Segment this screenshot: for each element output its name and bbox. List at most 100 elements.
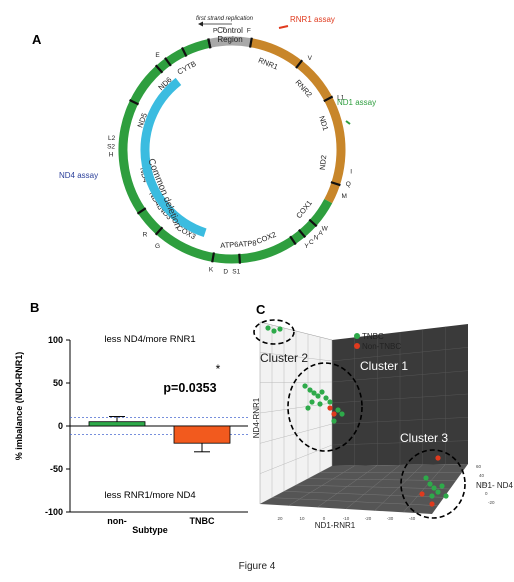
bottom-annotation: less RNR1/more ND4	[104, 490, 195, 501]
x-tick-label: -30	[387, 516, 394, 521]
trna-label: P	[213, 28, 217, 35]
data-point	[265, 325, 271, 331]
z-tick-label: -20	[488, 500, 495, 505]
nd4-assay-label: ND4 assay	[59, 171, 98, 180]
z-tick-label: 40	[479, 473, 485, 478]
trna-label: H	[109, 152, 114, 159]
cluster-3-label: Cluster 3	[400, 431, 448, 445]
figure-caption: Figure 4	[238, 561, 276, 572]
nd1-assay-label: ND1 assay	[337, 98, 376, 107]
significance-star: *	[216, 362, 221, 376]
trna-mark	[323, 95, 334, 103]
y-tick-label: -50	[50, 464, 63, 474]
trna-mark	[181, 47, 188, 58]
floor	[260, 464, 468, 514]
data-point	[427, 481, 433, 487]
x-tick-label: -40	[409, 516, 416, 521]
top-annotation: less ND4/more RNR1	[104, 334, 195, 345]
data-point	[423, 475, 429, 481]
trna-label: S1	[232, 268, 240, 275]
x-axis-label-3d: ND1-RNR1	[315, 521, 356, 530]
trna-mark	[136, 207, 147, 215]
data-point	[302, 383, 308, 389]
trna-label: Y	[304, 243, 309, 250]
x-tick-label: 0	[323, 516, 326, 521]
z-tick-label: 60	[476, 464, 482, 469]
x-tick-label: -20	[365, 516, 372, 521]
y-axis-label-3d: ND4-RNR1	[252, 397, 261, 438]
trna-label: A	[318, 230, 323, 237]
trna-mark	[207, 38, 212, 49]
category-label: TNBC	[190, 516, 215, 526]
gene-label: RNR1	[257, 56, 279, 72]
control-region-label-2: Region	[217, 35, 242, 44]
trna-label: C	[309, 239, 314, 246]
x-tick-label: 20	[277, 516, 283, 521]
trna-label: T	[222, 27, 226, 34]
data-point	[435, 455, 441, 461]
trna-label: I	[350, 169, 352, 176]
trna-label: D	[223, 268, 228, 275]
cluster-1-ring	[287, 362, 363, 452]
data-point	[319, 389, 325, 395]
category-label: non-	[107, 516, 127, 526]
rrna-segment	[250, 38, 346, 204]
gene-label: ND2	[318, 155, 329, 171]
data-point	[315, 393, 321, 399]
cluster-1-label: Cluster 1	[360, 359, 408, 373]
panel-a-label: A	[32, 32, 42, 47]
gene-label: CYTB	[176, 59, 198, 76]
data-point	[277, 326, 283, 332]
trna-mark	[238, 253, 242, 264]
protein-segment	[118, 38, 333, 264]
trna-mark	[211, 252, 216, 263]
p-value: p=0.0353	[163, 381, 216, 395]
common-deletion-arc	[140, 77, 207, 238]
data-point	[331, 418, 337, 424]
x-tick-label: 10	[299, 516, 305, 521]
x-tick-label: -10	[343, 516, 350, 521]
rnr1-assay-mark	[278, 25, 289, 29]
trna-mark	[289, 235, 297, 246]
grid-line	[259, 444, 333, 474]
legend-non-tnbc: Non-TNBC	[362, 342, 401, 351]
data-point	[419, 491, 425, 497]
data-point	[305, 405, 311, 411]
y-tick-label: 0	[58, 421, 63, 431]
cluster-3-ring	[400, 449, 466, 519]
bar-TNBC	[173, 425, 231, 444]
trna-label: Q	[346, 181, 351, 188]
trna-label: F	[247, 28, 251, 35]
trna-mark	[248, 37, 253, 48]
data-point	[307, 387, 313, 393]
nd1-assay-mark	[345, 120, 351, 125]
data-point	[335, 407, 341, 413]
panel-c-label: C	[256, 302, 266, 317]
trna-label: L1	[337, 94, 345, 101]
trna-label: W	[322, 225, 329, 232]
trna-label: V	[308, 55, 313, 62]
trna-label: M	[341, 193, 346, 200]
trna-mark	[154, 64, 164, 74]
gene-label: ND1	[317, 115, 330, 132]
panel-b-label: B	[30, 300, 40, 315]
trna-mark	[330, 181, 341, 187]
data-point	[431, 485, 437, 491]
legend-tnbc-dot	[354, 333, 360, 339]
bar-non-	[88, 421, 146, 427]
mtdna-map: CYTBND6ND5ND4ND4LND3COX3ATP6ATP8COX2COX1…	[59, 15, 376, 275]
data-point	[327, 405, 333, 411]
data-point	[331, 411, 337, 417]
data-point	[271, 328, 277, 334]
data-point	[439, 483, 445, 489]
control-region-segment	[208, 36, 252, 48]
y-tick-label: 100	[48, 335, 63, 345]
trna-label: L2	[108, 135, 116, 142]
data-point	[339, 411, 345, 417]
data-point	[323, 395, 329, 401]
data-point	[435, 489, 441, 495]
data-point	[429, 501, 435, 507]
trna-label: G	[155, 243, 160, 250]
cluster-2-label: Cluster 2	[260, 351, 308, 365]
first-strand-label: first strand replication	[196, 16, 254, 22]
